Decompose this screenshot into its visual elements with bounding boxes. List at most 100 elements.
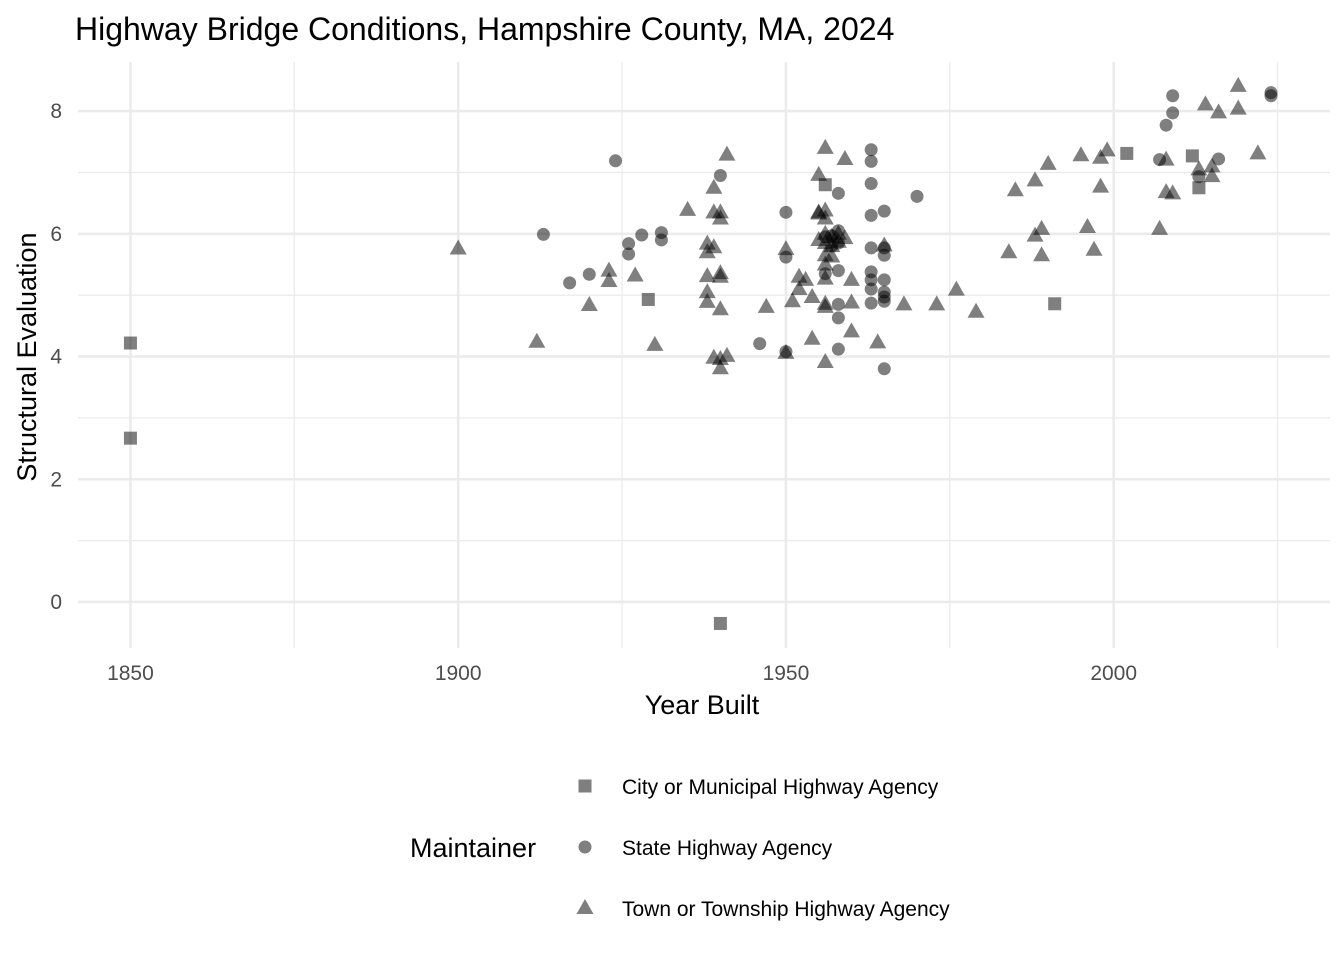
data-point-circle (864, 143, 878, 157)
data-point-circle (864, 273, 878, 287)
legend-label: State Highway Agency (622, 837, 833, 860)
data-point-triangle (646, 335, 664, 351)
data-point-triangle (816, 353, 834, 369)
series-square (123, 146, 1206, 630)
data-point-circle (864, 154, 878, 168)
data-point-circle (622, 247, 636, 261)
data-point-circle (831, 186, 845, 200)
data-point-triangle (718, 145, 736, 161)
series-circle (536, 86, 1278, 376)
x-tick-label: 1850 (107, 662, 154, 685)
data-point-triangle (705, 178, 723, 194)
data-point-triangle (1249, 144, 1267, 160)
data-point-circle (635, 228, 649, 242)
data-point-circle (831, 342, 845, 356)
data-point-triangle (1000, 243, 1018, 259)
x-axis-title: Year Built (645, 690, 760, 720)
data-point-triangle (1151, 219, 1169, 235)
data-point-triangle (1006, 181, 1024, 197)
data-point-triangle (803, 329, 821, 345)
data-point-circle (877, 248, 891, 262)
data-point-triangle (875, 236, 893, 252)
data-point-triangle (790, 280, 808, 296)
data-point-triangle (816, 138, 834, 154)
data-point-triangle (626, 266, 644, 282)
data-point-triangle (836, 229, 854, 245)
legend-key-circle (578, 840, 592, 854)
data-point-triangle (783, 292, 801, 308)
data-point-circle (1166, 89, 1180, 103)
data-point-triangle (869, 333, 887, 349)
grid (78, 62, 1330, 648)
data-point-triangle (1196, 95, 1214, 111)
data-point-square (123, 336, 137, 350)
data-point-triangle (711, 300, 729, 316)
x-tick-label: 2000 (1090, 662, 1137, 685)
series-triangle (449, 76, 1267, 375)
data-point-triangle (1203, 167, 1221, 183)
data-point-circle (609, 154, 623, 168)
data-point-triangle (842, 270, 860, 286)
data-point-triangle (757, 297, 775, 313)
data-point-triangle (1164, 184, 1182, 200)
y-tick-label: 2 (50, 468, 62, 491)
data-point-square (641, 292, 655, 306)
data-point-triangle (1157, 150, 1175, 166)
data-point-circle (1212, 152, 1226, 166)
axis-ticks: 1850 1900 1950 2000 0 2 4 6 8 (50, 100, 1137, 685)
data-point-square (713, 616, 727, 630)
data-point-triangle (836, 149, 854, 165)
legend-item: Town or Township Highway Agency (576, 898, 950, 921)
data-point-circle (779, 205, 793, 219)
data-point-triangle (718, 346, 736, 362)
data-point-circle (877, 204, 891, 218)
data-point-circle (1166, 106, 1180, 120)
data-point-triangle (600, 261, 618, 277)
data-point-triangle (895, 295, 913, 311)
legend-label: Town or Township Highway Agency (622, 898, 950, 921)
data-point-triangle (1098, 141, 1116, 157)
data-point-triangle (777, 240, 795, 256)
data-point-triangle (816, 209, 834, 225)
legend-item: City or Municipal Highway Agency (578, 776, 939, 799)
data-point-circle (877, 294, 891, 308)
data-point-circle (831, 264, 845, 278)
data-point-triangle (1039, 154, 1057, 170)
data-point-circle (864, 241, 878, 255)
data-point-triangle (816, 255, 834, 271)
legend-key-square (578, 779, 592, 793)
y-axis-title: Structural Evaluation (12, 232, 42, 481)
data-point-square (1120, 146, 1134, 160)
data-point-circle (864, 296, 878, 310)
data-point-triangle (797, 270, 815, 286)
legend-item: State Highway Agency (578, 837, 833, 860)
data-point-circle (654, 233, 668, 247)
data-point-triangle (842, 322, 860, 338)
data-point-triangle (698, 267, 716, 283)
data-point-triangle (777, 343, 795, 359)
data-point-circle (582, 267, 596, 281)
data-point-triangle (679, 200, 697, 216)
data-point-square (818, 178, 832, 192)
data-point-triangle (600, 272, 618, 288)
data-point-triangle (823, 247, 841, 263)
data-point-triangle (1190, 160, 1208, 176)
data-point-triangle (449, 239, 467, 255)
data-point-square (1185, 149, 1199, 163)
y-tick-label: 6 (50, 223, 62, 246)
data-point-triangle (705, 238, 723, 254)
data-point-triangle (711, 267, 729, 283)
legend-label: City or Municipal Highway Agency (622, 776, 939, 799)
data-point-circle (831, 311, 845, 325)
data-point-triangle (810, 165, 828, 181)
data-point-circle (1159, 118, 1173, 132)
data-points (123, 76, 1278, 630)
data-point-circle (1264, 86, 1278, 100)
data-point-circle (753, 337, 767, 351)
data-point-circle (877, 362, 891, 376)
data-point-triangle (1203, 157, 1221, 173)
data-point-triangle (816, 201, 834, 217)
data-point-triangle (580, 295, 598, 311)
data-point-circle (864, 208, 878, 222)
